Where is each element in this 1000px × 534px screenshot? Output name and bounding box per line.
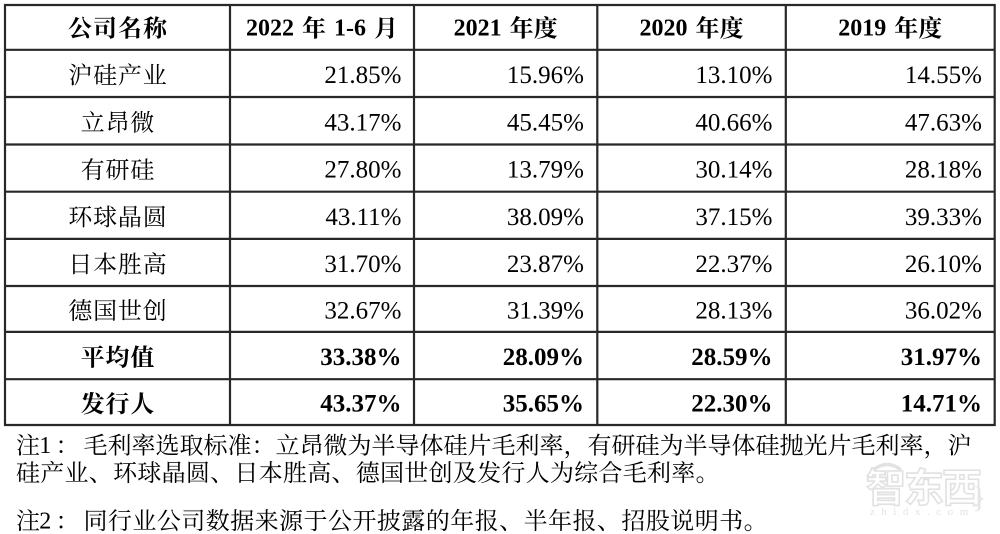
svg-text:23.87%: 23.87% — [507, 251, 584, 278]
svg-text:21.85%: 21.85% — [324, 62, 401, 89]
svg-text:13.10%: 13.10% — [695, 62, 772, 89]
svg-text:32.67%: 32.67% — [324, 297, 401, 324]
svg-text:13.79%: 13.79% — [507, 157, 584, 184]
svg-text:14.71%: 14.71% — [901, 391, 982, 418]
svg-text:37.15%: 37.15% — [695, 204, 772, 231]
svg-text:28.59%: 28.59% — [691, 344, 772, 371]
svg-text:2019: 2019 — [838, 16, 886, 42]
svg-text:22.30%: 22.30% — [691, 391, 772, 418]
svg-text:27.80%: 27.80% — [324, 157, 401, 184]
svg-text:2021: 2021 — [454, 16, 502, 42]
svg-text:45.45%: 45.45% — [507, 109, 584, 136]
svg-text:26.10%: 26.10% — [905, 251, 982, 278]
svg-text:22.37%: 22.37% — [695, 251, 772, 278]
svg-text:40.66%: 40.66% — [695, 109, 772, 136]
svg-text:43.17%: 43.17% — [324, 109, 401, 136]
svg-text:31.39%: 31.39% — [507, 297, 584, 324]
svg-text:zhidx.com: zhidx.com — [870, 506, 975, 518]
svg-text:2022: 2022 — [246, 16, 294, 42]
svg-text:36.02%: 36.02% — [905, 297, 982, 324]
svg-text:30.14%: 30.14% — [695, 157, 772, 184]
svg-text:31.97%: 31.97% — [901, 344, 982, 371]
svg-text:31.70%: 31.70% — [324, 251, 401, 278]
svg-text:2: 2 — [39, 508, 51, 534]
svg-text:28.18%: 28.18% — [905, 157, 982, 184]
svg-text:14.55%: 14.55% — [905, 62, 982, 89]
svg-text:2020: 2020 — [640, 16, 688, 42]
svg-text:28.09%: 28.09% — [503, 344, 584, 371]
svg-text:39.33%: 39.33% — [905, 204, 982, 231]
svg-text:28.13%: 28.13% — [695, 297, 772, 324]
svg-text:35.65%: 35.65% — [503, 391, 584, 418]
svg-text:33.38%: 33.38% — [320, 344, 401, 371]
svg-text:47.63%: 47.63% — [905, 109, 982, 136]
svg-text:38.09%: 38.09% — [507, 204, 584, 231]
svg-text:}: } — [972, 481, 986, 514]
svg-text:43.11%: 43.11% — [325, 204, 401, 231]
svg-text:43.37%: 43.37% — [320, 391, 401, 418]
svg-text:1-6: 1-6 — [334, 16, 366, 42]
svg-text:15.96%: 15.96% — [507, 62, 584, 89]
svg-text:1: 1 — [39, 433, 51, 459]
